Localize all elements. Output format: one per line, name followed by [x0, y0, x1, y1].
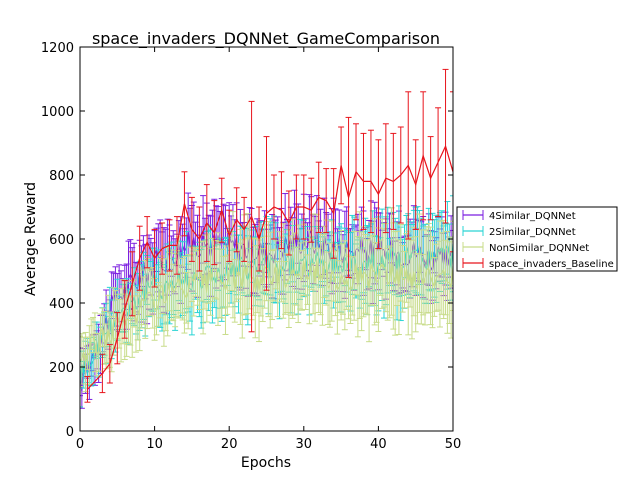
y-tick-label: 800: [49, 169, 74, 184]
x-tick-label: 20: [221, 437, 238, 452]
series-line: [87, 144, 453, 390]
plot-area: [80, 68, 453, 409]
x-tick-label: 10: [146, 437, 163, 452]
legend-frame: [456, 206, 618, 272]
series-NonSimilar_DQNNet: [80, 207, 453, 393]
legend-label: 4Similar_DQNNet: [489, 211, 576, 222]
x-tick-label: 50: [445, 437, 462, 452]
series-space_invaders_Baseline: [84, 68, 453, 403]
legend-entry: space_invaders_Baseline: [462, 258, 614, 270]
x-axis: 0 10 20 30 40 50: [76, 47, 461, 452]
y-tick-label: 0: [66, 425, 74, 440]
x-tick-label: 30: [296, 437, 313, 452]
y-tick-label: 600: [49, 233, 74, 248]
y-tick-label: 400: [49, 297, 74, 312]
chart-title: space_invaders_DQNNet_GameComparison: [92, 29, 440, 49]
legend: 4Similar_DQNNet 2Similar_DQNNet NonSimilar…: [456, 206, 618, 272]
y-tick-label: 200: [49, 361, 74, 376]
legend-label: 2Similar_DQNNet: [489, 227, 576, 238]
legend-label: NonSimilar_DQNNet: [489, 243, 589, 254]
legend-entry: 4Similar_DQNNet: [462, 210, 576, 222]
legend-label: space_invaders_Baseline: [489, 259, 614, 270]
y-tick-label: 1000: [41, 105, 74, 120]
y-axis: 0 200 400 600 800 1000 1200: [41, 41, 453, 440]
x-tick-label: 0: [76, 437, 84, 452]
x-axis-label: Epochs: [241, 455, 291, 471]
y-tick-label: 1200: [41, 41, 74, 56]
x-tick-label: 40: [370, 437, 387, 452]
legend-entry: 2Similar_DQNNet: [462, 226, 576, 238]
y-axis-label: Average Reward: [23, 182, 39, 296]
legend-entry: NonSimilar_DQNNet: [462, 242, 589, 254]
